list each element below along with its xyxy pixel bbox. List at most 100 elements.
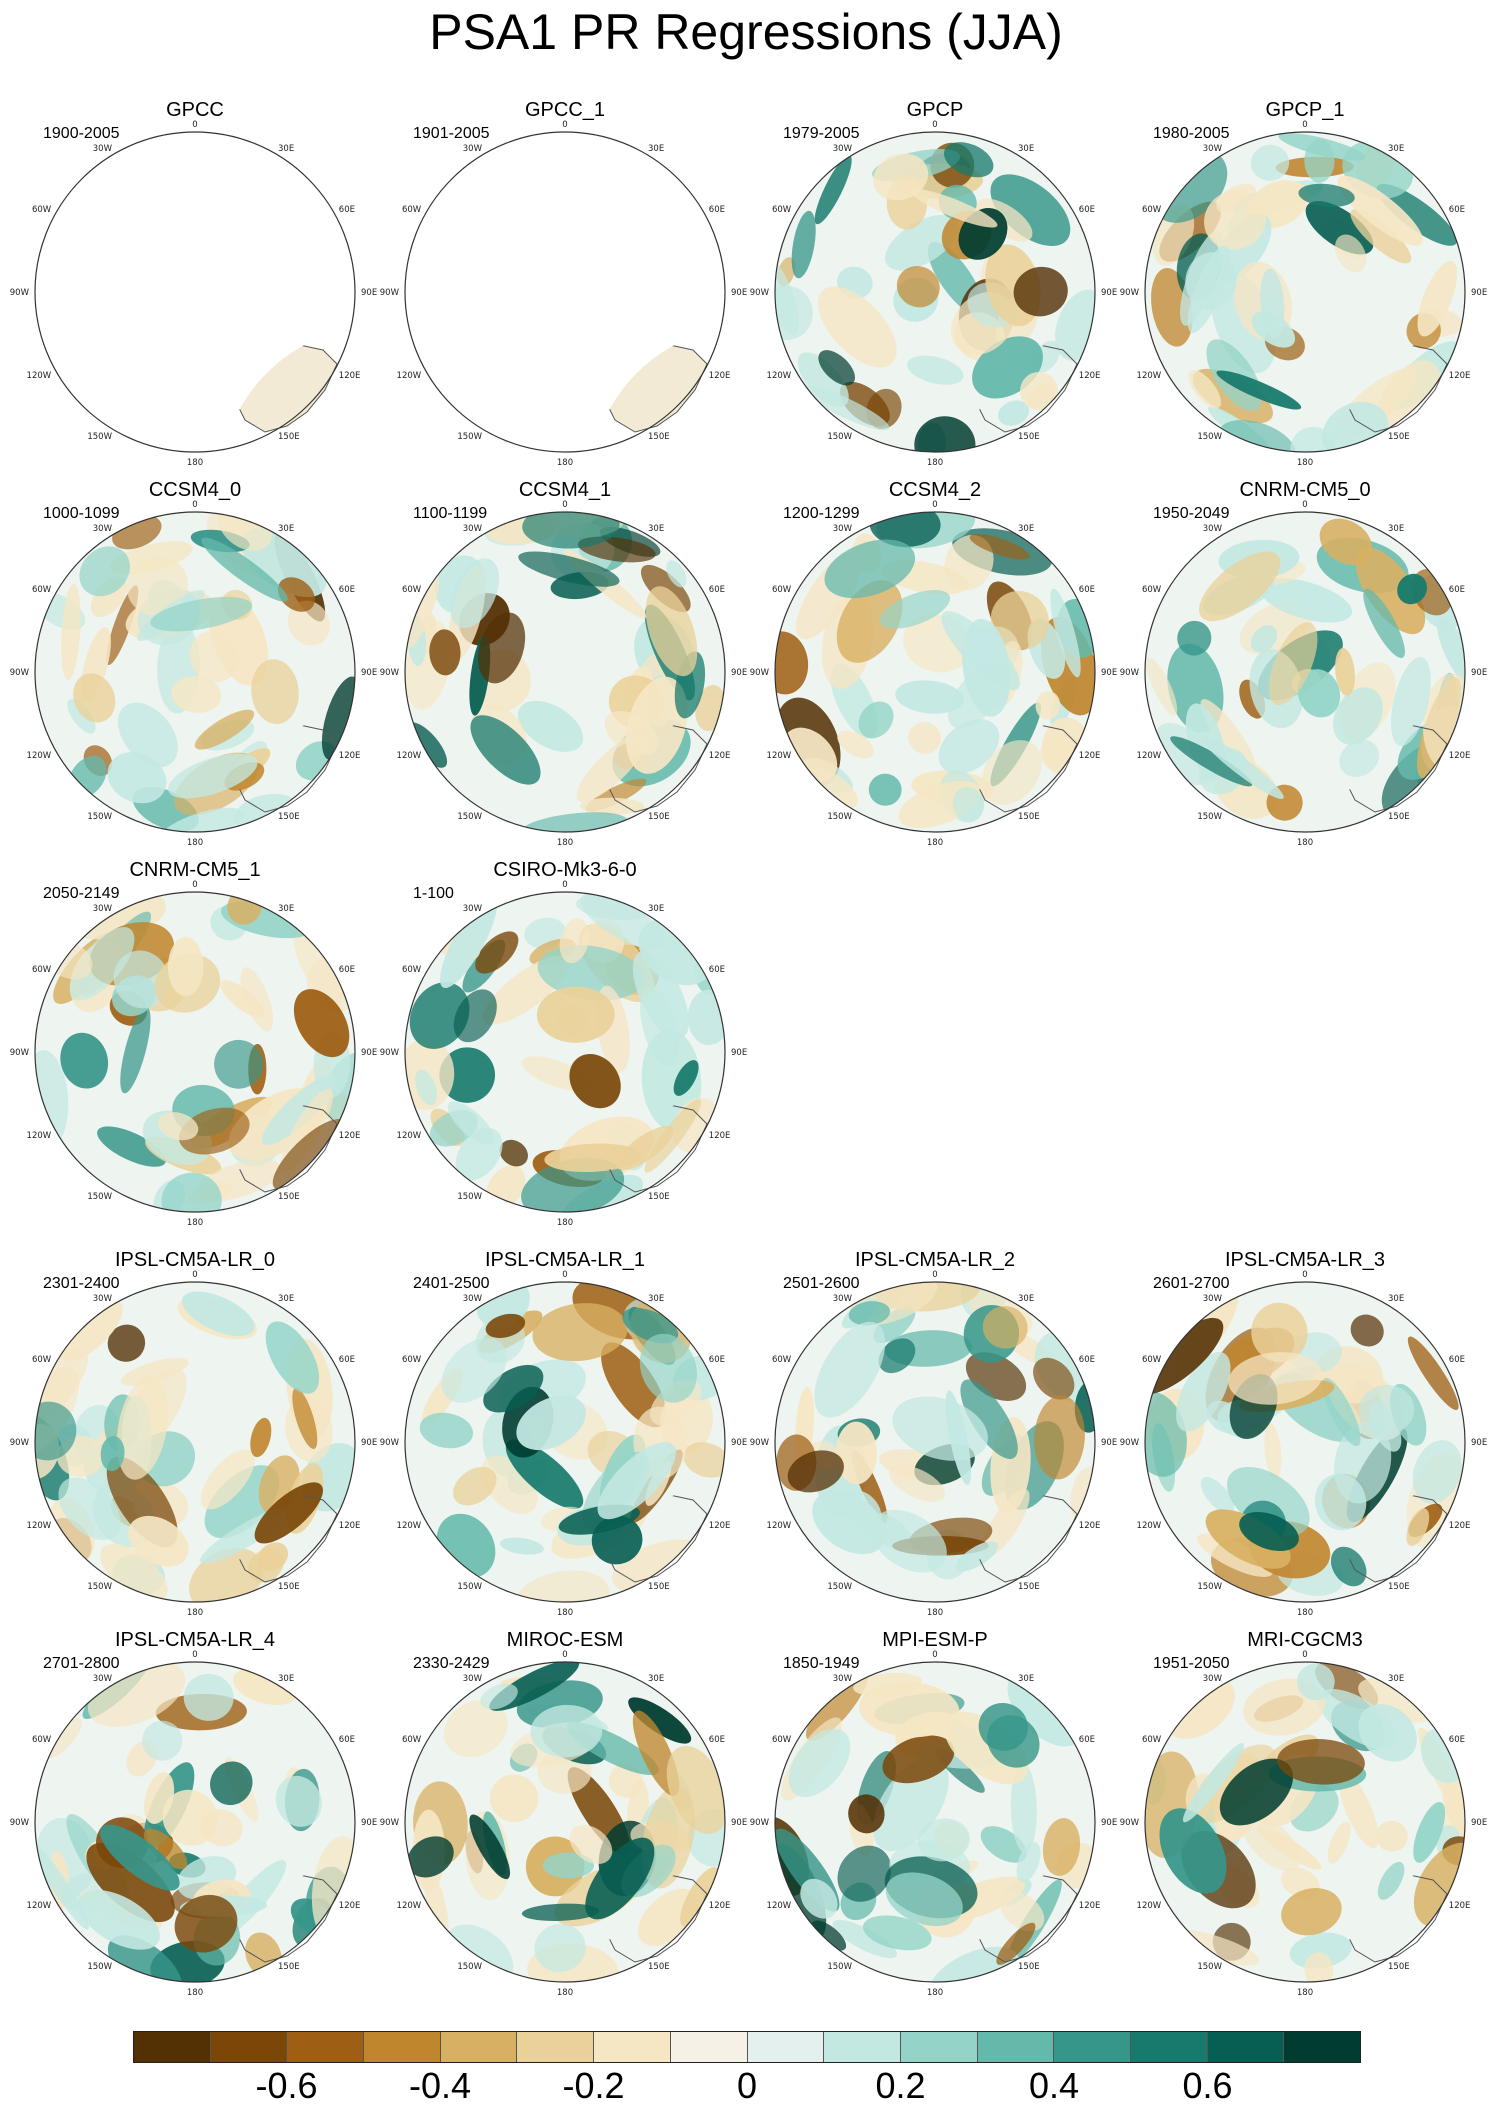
map-field [1145, 1662, 1465, 1982]
map-field [775, 1282, 1095, 1602]
anomaly-blob [521, 1903, 600, 1922]
longitude-label: 30W [93, 144, 113, 154]
longitude-label: 30E [1018, 144, 1034, 154]
longitude-label: 180 [187, 1608, 203, 1618]
longitude-label: 120E [339, 751, 361, 761]
anomaly-blob [470, 715, 541, 785]
anomaly-blob [116, 1376, 169, 1480]
panel-period: 2330-2429 [413, 1655, 490, 1672]
longitude-label: 90E [361, 1818, 377, 1828]
anomaly-blob [128, 1515, 189, 1567]
longitude-label: 60W [1142, 585, 1162, 595]
colorbar-swatch [1284, 2032, 1360, 2062]
longitude-label: 0 [1302, 1270, 1307, 1280]
anomaly-blob [1281, 1888, 1342, 1936]
longitude-label: 0 [932, 120, 937, 130]
panel-period: 2501-2600 [783, 1275, 860, 1292]
anomaly-blob [1250, 625, 1278, 653]
longitude-label: 60E [709, 205, 725, 215]
longitude-label: 120W [1137, 371, 1162, 381]
anomaly-blob [167, 937, 204, 997]
panel-period: 1900-2005 [43, 125, 120, 142]
colorbar [133, 2031, 1361, 2063]
longitude-label: 30W [463, 144, 483, 154]
anomaly-blob [480, 1683, 518, 1710]
longitude-label: 90E [731, 288, 747, 298]
longitude-label: 120E [1449, 751, 1471, 761]
anomaly-blob [895, 680, 964, 714]
longitude-label: 90W [1120, 1818, 1140, 1828]
longitude-label: 120E [1449, 1901, 1471, 1911]
longitude-label: 30E [278, 904, 294, 914]
panel-title: IPSL-CM5A-LR_4 [114, 1629, 276, 1651]
anomaly-blob [60, 1032, 109, 1089]
anomaly-blob [559, 918, 590, 964]
anomaly-blob [969, 533, 1030, 560]
anomaly-blob [100, 1543, 168, 1602]
panel-title: GPCP_1 [1265, 99, 1345, 121]
panel-title: CCSM4_1 [518, 479, 612, 501]
anomaly-blob [1242, 1814, 1301, 1872]
anomaly-blob [1182, 1742, 1244, 1823]
longitude-label: 60E [1449, 1355, 1465, 1365]
longitude-label: 90W [380, 288, 400, 298]
longitude-label: 150E [1388, 1962, 1410, 1972]
anomaly-blob [1251, 311, 1296, 348]
anomaly-blob [569, 1054, 621, 1109]
longitude-label: 150W [87, 432, 112, 442]
anomaly-blob [521, 812, 628, 832]
longitude-label: 150E [648, 432, 670, 442]
anomaly-blob [450, 558, 500, 629]
anomaly-blob [1330, 1546, 1367, 1587]
anomaly-blob [1264, 1423, 1282, 1479]
longitude-label: 150E [278, 432, 300, 442]
anomaly-blob [174, 1894, 238, 1953]
anomaly-blob [200, 1449, 255, 1510]
polar-map: 0 30E 30W 60E 60W 90E 90W 120E 120W 150E 150W 180 [1120, 1650, 1487, 1998]
panel-period: 1000-1099 [43, 505, 120, 522]
longitude-label: 90E [1101, 288, 1117, 298]
longitude-label: 30E [1388, 144, 1404, 154]
longitude-label: 120E [339, 1131, 361, 1141]
longitude-label: 120W [397, 1131, 422, 1141]
longitude-label: 180 [927, 838, 943, 848]
colorbar-swatch [747, 2032, 825, 2062]
anomaly-blob [514, 1570, 610, 1602]
anomaly-blob [441, 1337, 507, 1403]
anomaly-blob [179, 1107, 250, 1155]
anomaly-blob [981, 740, 1042, 805]
longitude-label: 30E [648, 144, 664, 154]
anomaly-blob [980, 1489, 1030, 1559]
anomaly-blob [1377, 1861, 1405, 1900]
anomaly-blob [597, 1441, 676, 1520]
longitude-label: 30E [278, 1294, 294, 1304]
anomaly-blob [680, 1867, 719, 1927]
anomaly-blob [814, 155, 852, 225]
longitude-label: 30W [463, 904, 483, 914]
anomaly-blob [419, 1412, 474, 1449]
anomaly-blob [1335, 648, 1355, 696]
anomaly-blob [544, 1143, 642, 1173]
longitude-label: 120E [1449, 371, 1471, 381]
anomaly-blob [1239, 1511, 1299, 1552]
longitude-label: 30E [278, 144, 294, 154]
polar-map: 0 30E 30W 60E 60W 90E 90W 120E 120W 150E 150W 180 [10, 1270, 377, 1618]
anomaly-blob [1407, 1336, 1459, 1411]
longitude-label: 30E [1018, 1674, 1034, 1684]
longitude-label: 180 [1297, 1608, 1313, 1618]
anomaly-blob [1170, 736, 1253, 787]
longitude-label: 60E [1449, 205, 1465, 215]
anomaly-blob [106, 585, 139, 665]
anomaly-blob [171, 676, 222, 713]
anomaly-blob [645, 586, 698, 677]
anomaly-blob [58, 1477, 121, 1541]
anomaly-blob [1159, 1808, 1227, 1894]
longitude-label: 30E [648, 904, 664, 914]
panel-period: 1979-2005 [783, 125, 860, 142]
longitude-label: 120E [709, 1901, 731, 1911]
map-boundary [1144, 1281, 1466, 1603]
map-boundary [34, 131, 356, 453]
anomaly-blob [159, 807, 244, 832]
longitude-label: 180 [557, 1218, 573, 1228]
anomaly-blob [943, 142, 994, 178]
